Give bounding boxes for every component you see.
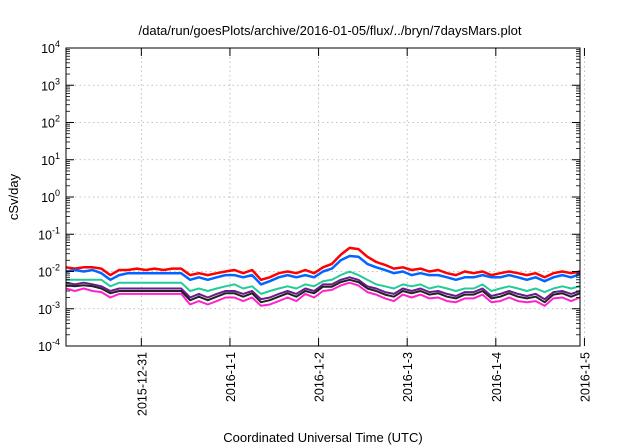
series-line-6: [65, 281, 581, 307]
series-line-3: [66, 270, 581, 295]
y-tick-label: 10-4: [38, 337, 60, 354]
x-tick-labels: 2015-12-31 2016-1-1 2016-1-2 2016-1-3 2016-1…: [135, 352, 592, 416]
y-tick-label: 10-3: [38, 300, 60, 317]
y-tick-labels: 10-4 10-3 10-2 10-1 100 101 102 103 104: [38, 39, 60, 354]
x-tick-label: 2016-1-5: [578, 352, 592, 402]
y-tick-label: 103: [41, 76, 60, 93]
y-tick-label: 102: [41, 114, 60, 131]
chart-title: /data/run/goesPlots/archive/2016-01-05/f…: [139, 23, 522, 38]
y-tick-label: 104: [41, 39, 60, 56]
series-line-4: [65, 276, 581, 301]
x-tick-label: 2015-12-31: [135, 352, 149, 416]
y-tick-label: 101: [41, 151, 60, 168]
series-line-1: [65, 246, 581, 282]
y-tick-label: 10-1: [38, 225, 60, 242]
series-layer: [65, 246, 581, 307]
y-tick-label: 10-2: [38, 263, 60, 280]
x-axis-label: Coordinated Universal Time (UTC): [223, 430, 422, 445]
series-line-2: [65, 254, 581, 286]
grid: [66, 48, 585, 346]
y-axis-label: cSv/day: [6, 173, 21, 220]
x-tick-label: 2016-1-4: [490, 352, 504, 402]
ticks: [66, 47, 585, 347]
y-tick-label: 100: [41, 188, 60, 205]
x-tick-label: 2016-1-3: [401, 352, 415, 402]
x-tick-label: 2016-1-2: [313, 352, 327, 402]
series-line-5: [65, 278, 581, 304]
x-tick-label: 2016-1-1: [224, 352, 238, 402]
